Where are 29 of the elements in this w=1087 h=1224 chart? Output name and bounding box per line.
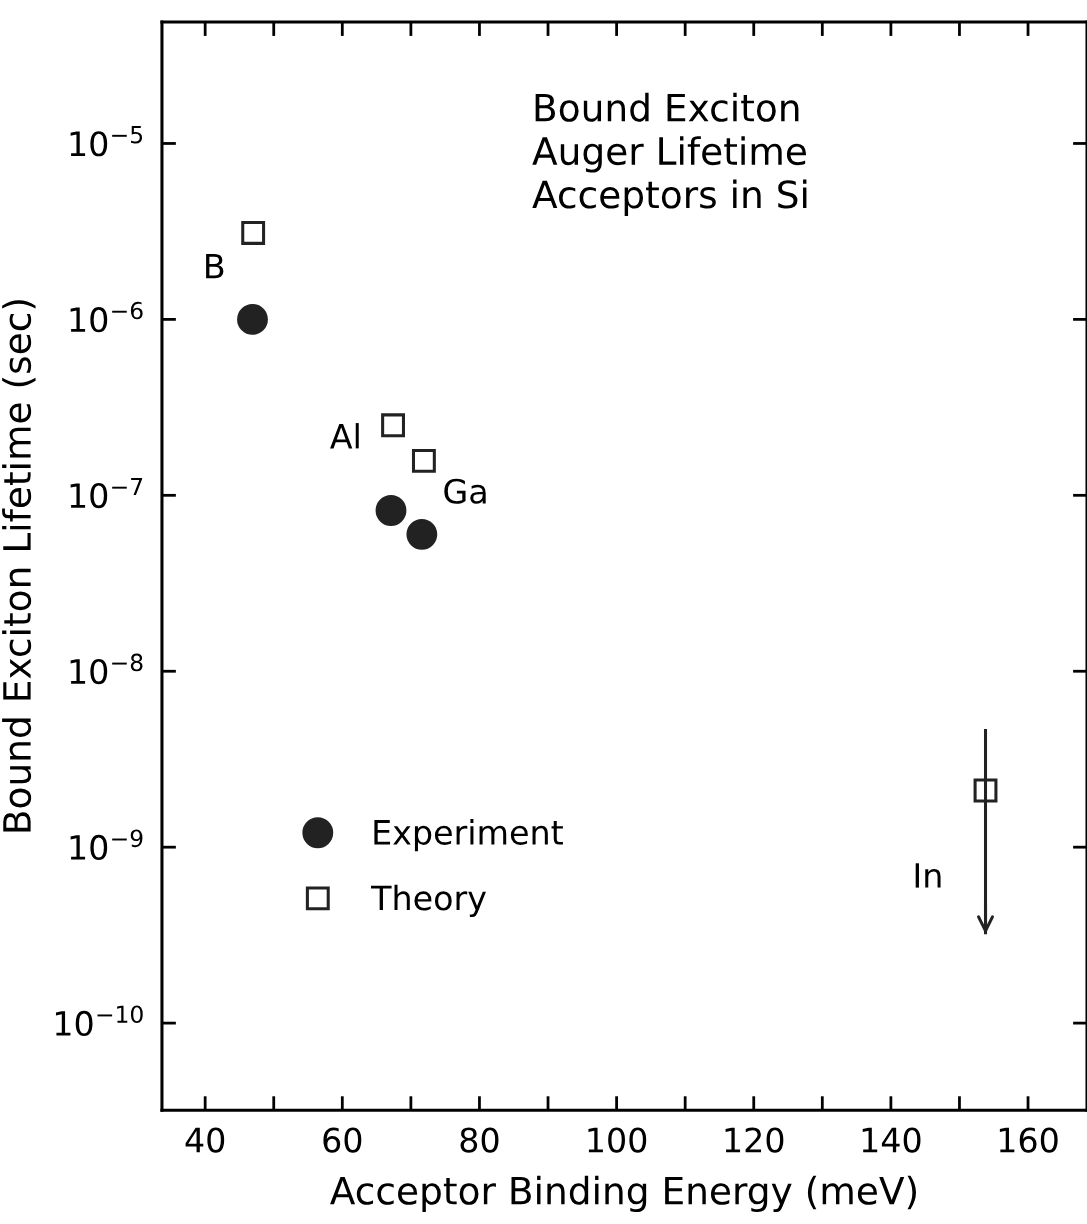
point — [381, 413, 405, 438]
y-tick-label: 10$^{−6}$ — [70, 301, 143, 333]
text: Bound Exciton Auger Lifetime Acceptors in Si — [532, 92, 807, 216]
x-tick-label: 80 — [460, 1127, 499, 1153]
annotation: In — [915, 863, 941, 888]
y-tick-label: 10$^{−7}$ — [70, 477, 143, 509]
y-axis-title: Bound Exciton Lifetime (sec) — [2, 300, 36, 832]
y-tick-label: 10$^{−8}$ — [70, 653, 143, 685]
y-tick-label: 10$^{−5}$ — [70, 126, 143, 157]
annotation: Ga — [444, 478, 486, 504]
x-tick-label: 100 — [588, 1127, 647, 1153]
x-tick-label: 60 — [323, 1127, 362, 1153]
x-tick-label: 40 — [185, 1127, 225, 1153]
point — [973, 778, 998, 803]
point — [237, 303, 268, 335]
x-axis-title: Acceptor Binding Energy (meV) — [330, 1175, 916, 1213]
legend-label: Theory — [371, 884, 486, 917]
point — [406, 518, 438, 550]
point — [411, 448, 436, 473]
point — [375, 495, 407, 526]
x-tick-label: 140 — [862, 1127, 921, 1153]
annotation: B — [206, 253, 224, 279]
x-tick-label: 160 — [999, 1127, 1058, 1153]
legend-label: Experiment — [374, 819, 563, 852]
point — [241, 221, 266, 245]
y-tick-label: 10$^{−10}$ — [55, 1005, 143, 1036]
x-tick-label: 120 — [725, 1127, 784, 1153]
annotation: Al — [330, 423, 359, 449]
y-tick-label: 10$^{−9}$ — [70, 829, 143, 861]
